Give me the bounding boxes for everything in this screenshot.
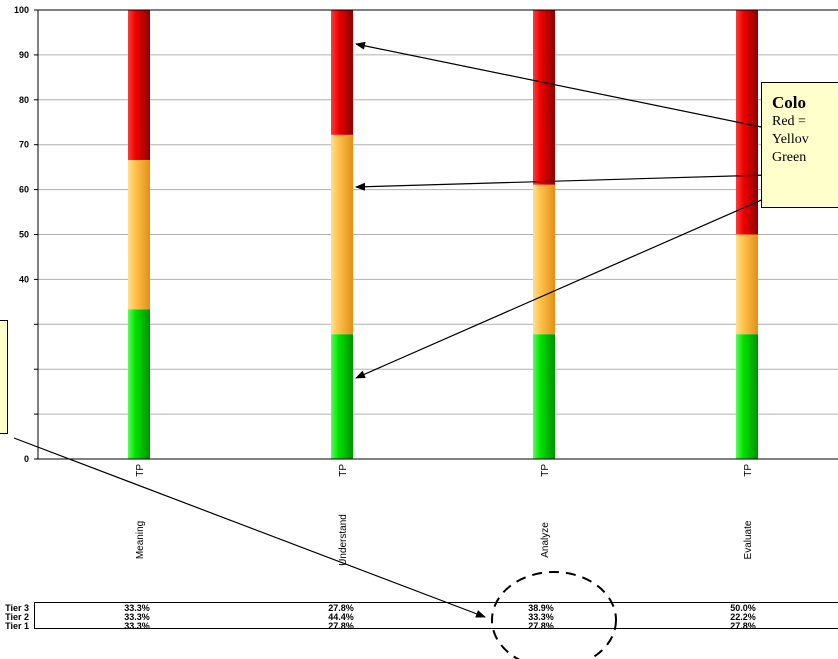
annotation-arrows bbox=[13, 41, 767, 618]
callout-line-red: Red = bbox=[772, 114, 806, 129]
bar-segment-tier-1 bbox=[533, 334, 555, 459]
tier-cell: 27.8% bbox=[328, 603, 354, 613]
tier-row-label: Tier 3 bbox=[5, 603, 29, 613]
callout-title: Colo bbox=[772, 93, 806, 112]
bar-label: TP bbox=[338, 464, 349, 477]
y-tick-label: 100 bbox=[14, 5, 29, 15]
y-tick-label: 70 bbox=[19, 140, 29, 150]
y-tick-label: 80 bbox=[19, 95, 29, 105]
x-category-label: Understand bbox=[338, 514, 349, 566]
tier-cell: 33.3% bbox=[124, 603, 150, 613]
tier-table-frame bbox=[34, 602, 838, 629]
y-tick-label: 0 bbox=[24, 454, 29, 464]
arrow-yellow bbox=[355, 174, 767, 191]
bar-segment-tier-3 bbox=[128, 10, 150, 160]
callout-line-yellow: Yellov bbox=[772, 132, 809, 147]
tier-row-label: Tier 1 bbox=[5, 621, 29, 631]
highlight-circle bbox=[491, 571, 617, 659]
bar-segment-tier-1 bbox=[331, 334, 353, 459]
color-legend-callout: Colo Red = Yellov Green bbox=[761, 82, 838, 208]
bar-label: TP bbox=[540, 464, 551, 477]
bar-label: TP bbox=[135, 464, 146, 477]
x-axis-labels: TP Meaning TP Understand TP Analyze TP Evaluate bbox=[135, 464, 754, 566]
x-category-label: Evaluate bbox=[743, 520, 754, 559]
callout-line-green: Green bbox=[772, 150, 807, 165]
tier-cell: 33.3% bbox=[124, 621, 150, 631]
y-tick-label: 90 bbox=[19, 50, 29, 60]
bar-segment-tier-2 bbox=[533, 184, 555, 335]
bars bbox=[128, 10, 758, 459]
gridlines bbox=[38, 54, 838, 415]
tier-cell: 44.4% bbox=[328, 612, 354, 622]
bar-segment-tier-2 bbox=[128, 159, 150, 310]
tier-cell: 33.3% bbox=[528, 612, 554, 622]
tier-cell: 33.3% bbox=[124, 612, 150, 622]
tier-cell: 27.8% bbox=[328, 621, 354, 631]
bar-segment-tier-1 bbox=[736, 334, 758, 459]
x-category-label: Analyze bbox=[540, 522, 551, 558]
bar-segment-tier-3 bbox=[533, 10, 555, 185]
plot-frame bbox=[37, 9, 838, 460]
arrow-green bbox=[355, 197, 767, 379]
tier-table: Tier 3 33.3% 27.8% 38.9% 50.0% Tier 2 33… bbox=[0, 602, 838, 631]
tier-cell: 22.2% bbox=[730, 612, 756, 622]
bar-segment-tier-2 bbox=[331, 134, 353, 335]
bar-label: TP bbox=[743, 464, 754, 477]
left-callout-box bbox=[0, 320, 8, 434]
tier-row-label: Tier 2 bbox=[5, 612, 29, 622]
bar-segment-tier-3 bbox=[331, 10, 353, 135]
tier-cell: 38.9% bbox=[528, 603, 554, 613]
x-category-label: Meaning bbox=[135, 521, 146, 559]
tier-cell: 50.0% bbox=[730, 603, 756, 613]
tier-cell: 27.8% bbox=[730, 621, 756, 631]
bar-segment-tier-2 bbox=[736, 234, 758, 335]
y-tick-label: 40 bbox=[19, 274, 29, 284]
bar-segment-tier-1 bbox=[128, 309, 150, 459]
y-axis-ticks: 0 40 50 60 70 80 90 100 bbox=[14, 5, 38, 464]
arrow-table bbox=[13, 437, 486, 618]
arrow-red bbox=[355, 41, 767, 129]
y-tick-label: 50 bbox=[19, 230, 29, 240]
y-tick-label: 60 bbox=[19, 185, 29, 195]
bar-segment-tier-3 bbox=[736, 10, 758, 235]
tier-cell: 27.8% bbox=[528, 621, 554, 631]
